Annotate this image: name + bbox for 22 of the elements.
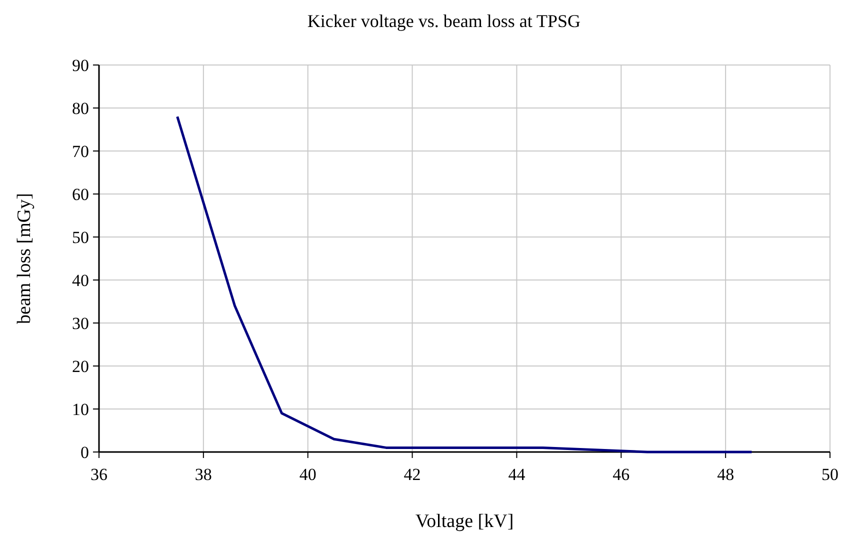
y-tick-label: 70 [72, 142, 89, 161]
line-series [176, 115, 753, 454]
y-tick-label: 40 [72, 271, 89, 290]
x-tick-label: 40 [299, 465, 316, 484]
y-tick-label: 80 [72, 99, 89, 118]
y-tick-label: 50 [72, 228, 89, 247]
x-tick-label: 36 [90, 465, 108, 484]
x-tick-label: 44 [508, 465, 526, 484]
y-axis-title: beam loss [mGy] [14, 193, 35, 324]
chart-title: Kicker voltage vs. beam loss at TPSG [307, 11, 581, 31]
y-tick-label: 90 [72, 56, 89, 75]
x-tick-label: 42 [404, 465, 421, 484]
y-tick-label: 60 [72, 185, 89, 204]
x-tick-label: 46 [612, 465, 630, 484]
y-tick-label: 20 [72, 357, 89, 376]
x-tick-label: 50 [822, 465, 838, 484]
y-tick-label: 0 [80, 443, 89, 462]
x-tick-label: 38 [194, 465, 212, 484]
y-tick-label: 30 [72, 314, 89, 333]
y-tick-label: 10 [72, 400, 89, 419]
x-tick-label: 48 [717, 465, 734, 484]
x-axis-title: Voltage [kV] [415, 511, 514, 532]
